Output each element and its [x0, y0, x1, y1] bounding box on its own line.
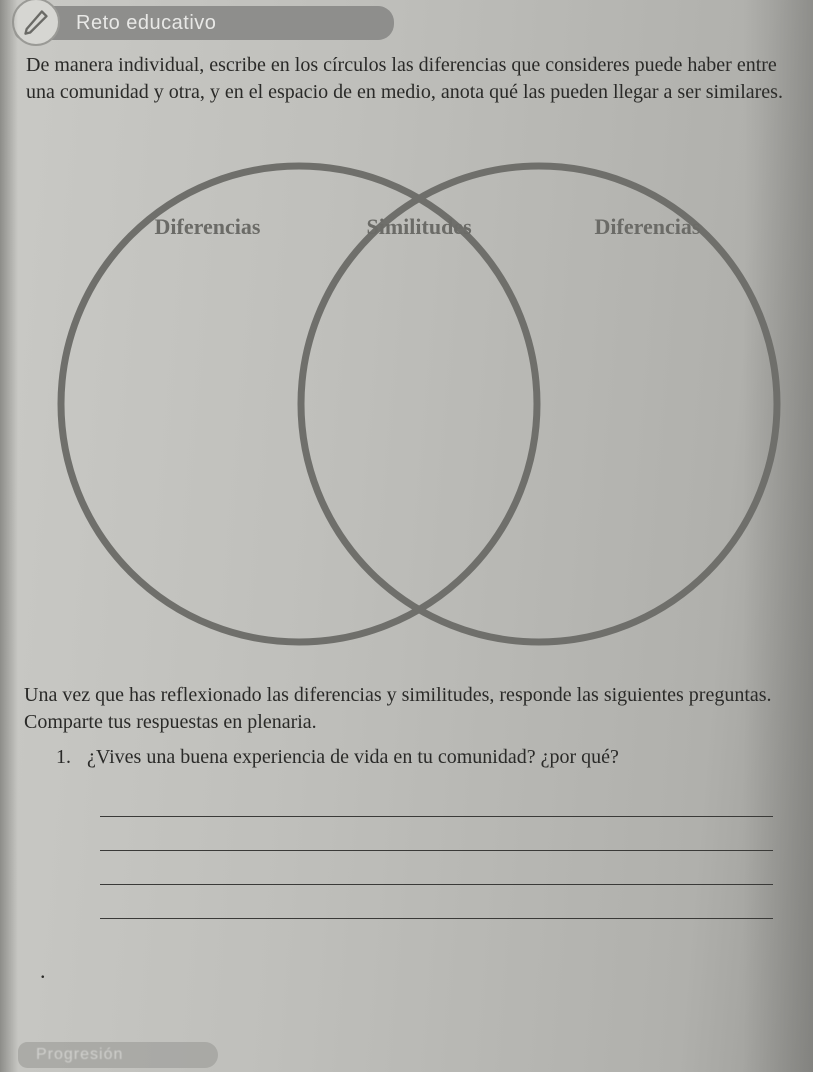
venn-left-label: Diferencias — [155, 214, 261, 240]
answer-line[interactable] — [100, 851, 773, 885]
question-text: ¿Vives una buena experiencia de vida en … — [87, 746, 619, 768]
footer-stub-text: Progresión — [36, 1046, 123, 1063]
answer-line[interactable] — [100, 817, 773, 851]
answer-lines[interactable] — [100, 783, 773, 919]
venn-diagram: Diferencias Similitudes Diferencias — [27, 114, 787, 654]
section-header: Reto educativo — [14, 6, 394, 40]
answer-line[interactable] — [100, 885, 773, 919]
footer-section-stub: Progresión — [18, 1042, 218, 1068]
bullet-dot: . — [40, 958, 46, 984]
venn-svg — [27, 114, 787, 654]
section-title: Reto educativo — [76, 12, 216, 35]
worksheet-page: Reto educativo De manera individual, esc… — [0, 0, 813, 1072]
binding-shadow — [0, 0, 18, 1072]
followup-text: Una vez que has reflexionado las diferen… — [24, 682, 801, 736]
instructions-text: De manera individual, escribe en los cír… — [26, 52, 803, 106]
pencil-icon — [12, 0, 60, 46]
answer-line[interactable] — [100, 783, 773, 817]
venn-right-label: Diferencias — [595, 214, 701, 240]
question-number: 1. — [56, 746, 82, 769]
question-1: 1. ¿Vives una buena experiencia de vida … — [56, 746, 783, 769]
question-block: 1. ¿Vives una buena experiencia de vida … — [56, 746, 783, 919]
venn-center-label: Similitudes — [367, 214, 472, 240]
